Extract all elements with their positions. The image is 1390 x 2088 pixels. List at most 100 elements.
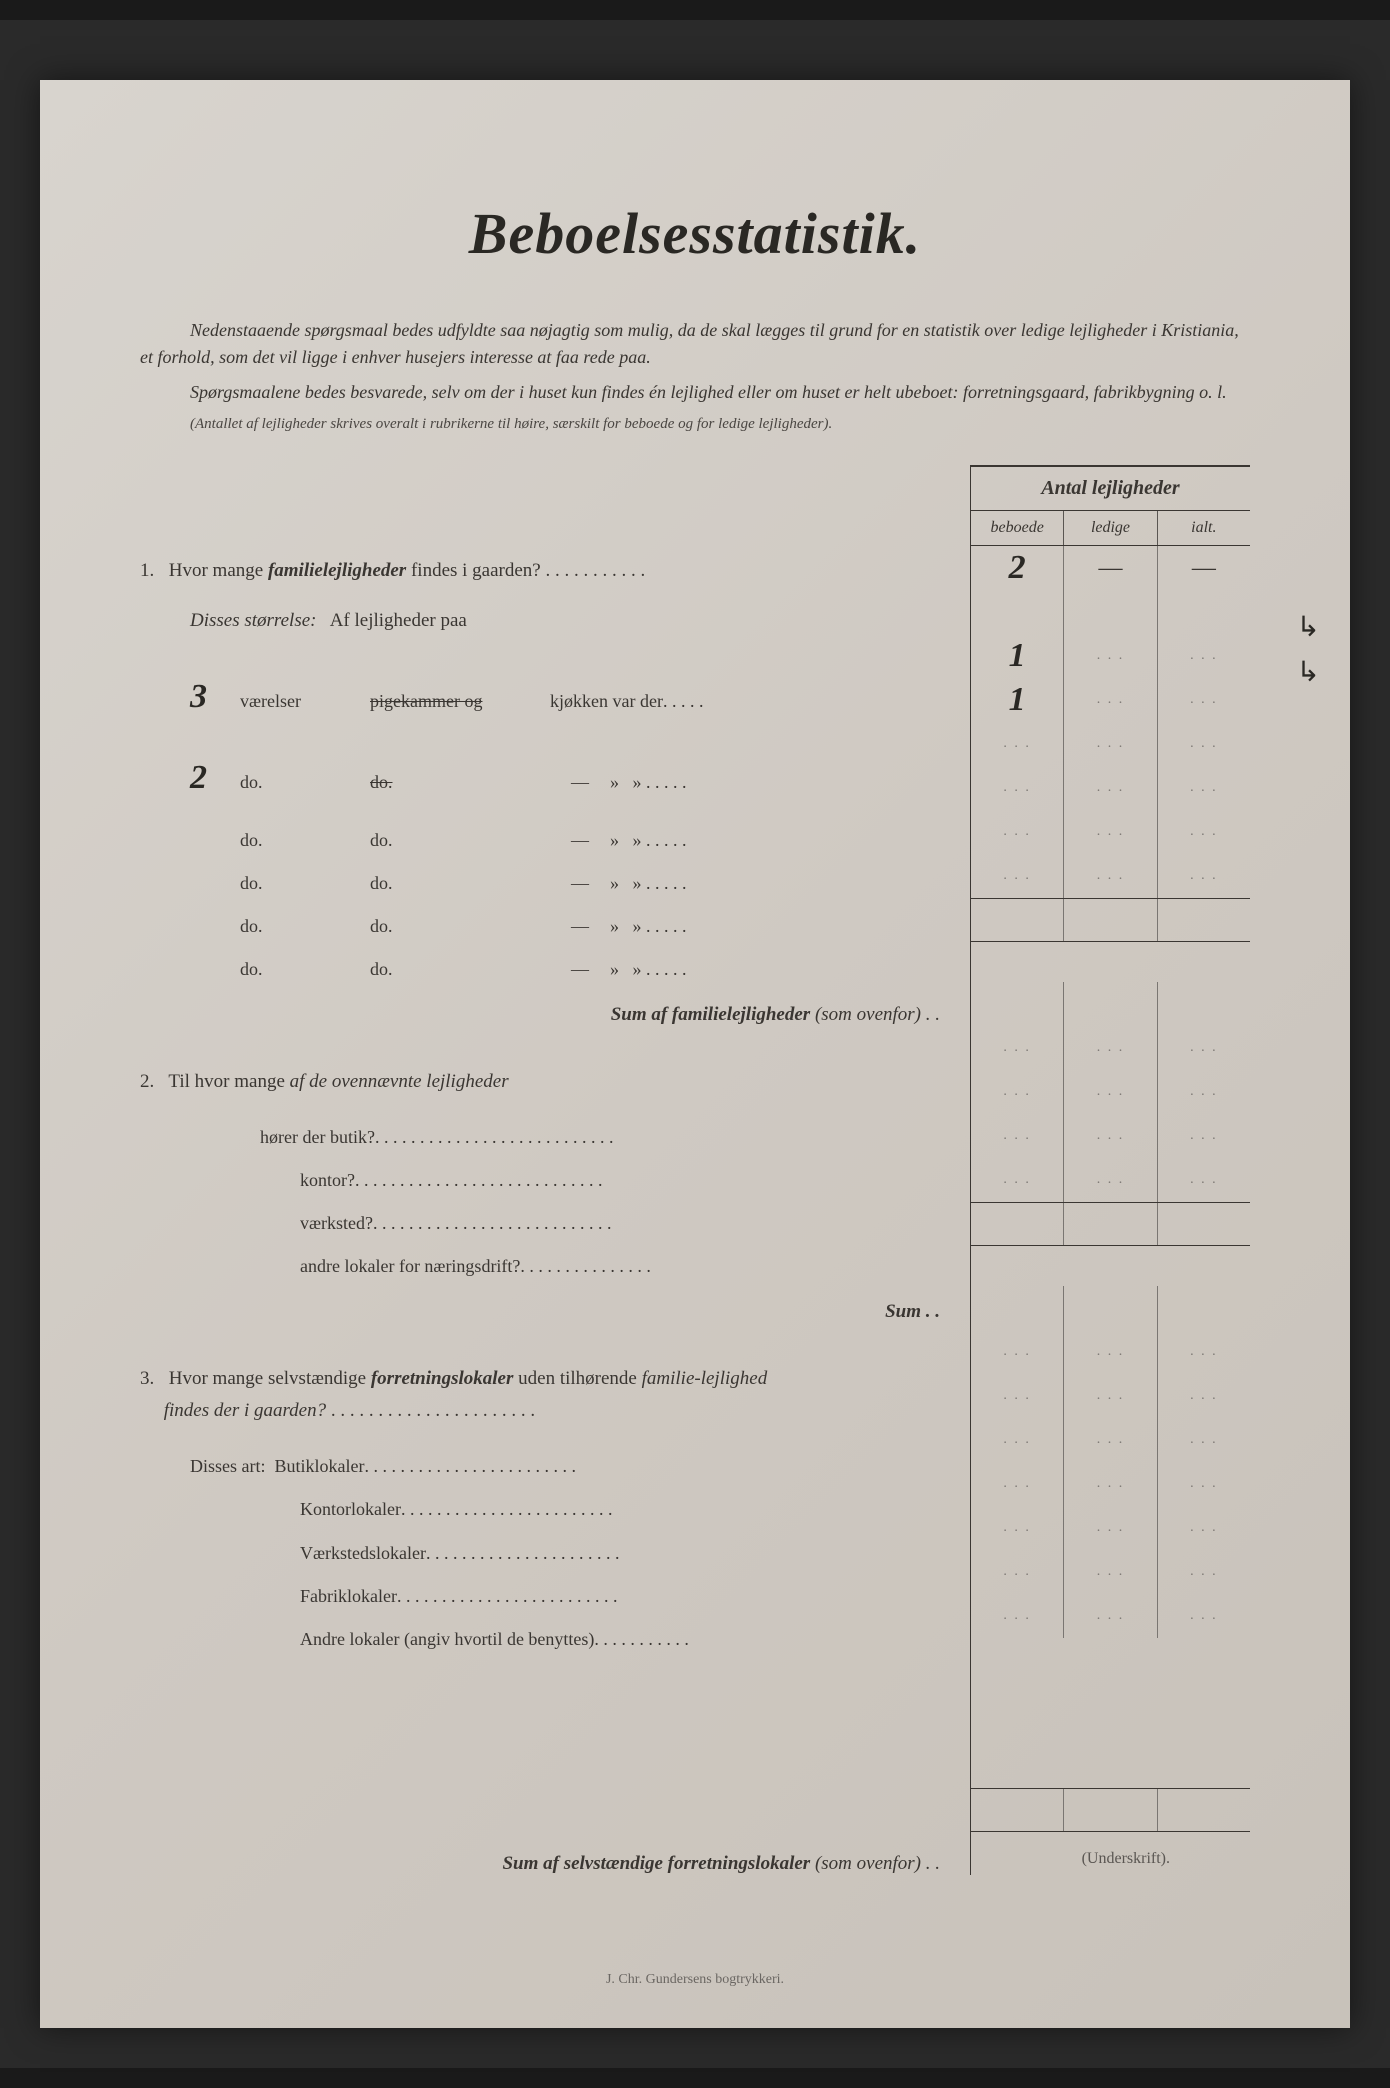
q1-row3-ans: . . .. . .. . . <box>971 766 1250 810</box>
dots-cell: . . . <box>1158 1374 1250 1418</box>
q1-row2-b: do. <box>370 819 550 862</box>
dots-cell: . . . <box>1158 1070 1250 1114</box>
dots-cell: . . . <box>1158 1506 1250 1550</box>
q2-item-1: kontor? <box>300 1159 355 1202</box>
q2-text-b: af de ovennævnte lejligheder <box>290 1071 509 1092</box>
q1-row-4: do. do. — » » . . . . . <box>190 905 950 948</box>
dots-cell: . . . <box>1158 1418 1250 1462</box>
q1-row5-c: — <box>550 948 610 991</box>
dots-cell: . . . <box>1158 678 1250 722</box>
q2-item-0: butik? <box>330 1116 375 1159</box>
dots-cell: . . . <box>971 1158 1064 1202</box>
q1-row4-a: do. <box>240 905 370 948</box>
dots-cell: . . . <box>1158 722 1250 766</box>
q3-item-3: Fabriklokaler <box>300 1575 397 1618</box>
q1-row0-v1: 1 <box>1009 637 1026 675</box>
q1-disses: Disses størrelse: Af lejligheder paa <box>190 605 950 637</box>
dots-cell: . . . <box>1158 854 1250 898</box>
q3-text-c: uden tilhørende <box>513 1368 641 1389</box>
printer-credit: J. Chr. Gundersens bogtrykkeri. <box>606 1972 784 1988</box>
dots-cell: . . . <box>1158 1462 1250 1506</box>
q2-item-3: andre lokaler for næringsdrift? <box>300 1245 520 1288</box>
intro-paragraph-3: (Antallet af lejligheder skrives overalt… <box>140 414 1250 435</box>
dots-cell: . . . <box>1064 634 1157 678</box>
dots-cell: . . . <box>971 810 1064 854</box>
q3-text-e: findes der i gaarden? <box>159 1400 326 1421</box>
q3-disses: Disses art: Butiklokaler . . . . . . . .… <box>190 1445 950 1488</box>
q3-r0: . . .. . .. . . <box>971 1374 1250 1418</box>
q2-item-3-row: andre lokaler for næringsdrift? . . . . … <box>300 1245 950 1288</box>
q1-row-5: do. do. — » » . . . . . <box>190 948 950 991</box>
table-column: Antal lejligheder beboede ledige ialt. 2… <box>970 465 1250 1875</box>
scan-frame: Beboelsesstatistik. Nedenstaaende spørgs… <box>0 20 1390 2068</box>
q2-sum-row <box>971 1202 1250 1246</box>
q1-answer-row: 2 — — <box>971 546 1250 590</box>
q1-row1-ans: 1 . . . . . . <box>971 678 1250 722</box>
question-1: 1. Hvor mange familielejligheder findes … <box>140 555 950 587</box>
dots-cell: . . . <box>1064 1418 1157 1462</box>
q3-r4: . . .. . .. . . <box>971 1550 1250 1594</box>
q1-row1-v1: 1 <box>1009 681 1026 719</box>
q2-text-a: Til hvor mange <box>168 1071 289 1092</box>
dots-cell: . . . <box>971 1506 1064 1550</box>
dots-cell: . . . <box>1064 1070 1157 1114</box>
q1-row1-a: do. <box>240 761 370 804</box>
dots-cell: . . . <box>971 766 1064 810</box>
q1-row0-a: værelser <box>240 680 370 723</box>
content-area: 1. Hvor mange familielejligheder findes … <box>140 465 1250 1875</box>
dots-cell: . . . <box>1064 810 1157 854</box>
q3-spacer <box>971 1286 1250 1330</box>
q1-row-1: 2 do. do. — » » . . . . . <box>190 737 950 819</box>
q1-row3-a: do. <box>240 862 370 905</box>
dots-cell: . . . <box>1064 1158 1157 1202</box>
document-page: Beboelsesstatistik. Nedenstaaende spørgs… <box>40 80 1350 2028</box>
q2-item-1-row: kontor? . . . . . . . . . . . . . . . . … <box>300 1159 950 1202</box>
table-header: Antal lejligheder <box>971 465 1250 511</box>
q1-row2-ans: . . .. . .. . . <box>971 722 1250 766</box>
q2-item-2-row: værksted? . . . . . . . . . . . . . . . … <box>300 1202 950 1245</box>
q2-horer-label: hører der <box>260 1116 325 1159</box>
q1-number: 1. <box>140 555 164 587</box>
q3-number: 3. <box>140 1363 164 1395</box>
dots-cell: . . . <box>1064 1550 1157 1594</box>
q1-row0-c: kjøkken var der <box>550 680 663 723</box>
q1-sum-label: Sum af familielejligheder <box>611 1004 811 1025</box>
dots-cell: . . . <box>1064 722 1157 766</box>
q3-sum-label: Sum af selvstændige forretningslokaler <box>502 1853 810 1874</box>
q1-sum-note: (som ovenfor) . . <box>815 1004 940 1025</box>
q2-r3: . . .. . .. . . <box>971 1158 1250 1202</box>
intro-paragraph-2: Spørgsmaalene bedes besvarede, selv om d… <box>140 379 1250 406</box>
q2-number: 2. <box>140 1066 164 1098</box>
q1-text-a: Hvor mange <box>169 560 268 581</box>
questions-column: 1. Hvor mange familielejligheder findes … <box>140 465 950 1875</box>
dots-cell: . . . <box>1064 854 1157 898</box>
q3-r5: . . .. . .. . . <box>971 1594 1250 1638</box>
dots-cell: . . . <box>1064 678 1157 722</box>
q3-r2: . . .. . .. . . <box>971 1462 1250 1506</box>
dots-cell: . . . <box>1158 634 1250 678</box>
dots-cell: . . . <box>1064 766 1157 810</box>
q2-sum-label: Sum . . <box>885 1301 940 1322</box>
q1-row1-c: — <box>550 761 610 804</box>
dots-cell: . . . <box>1064 1026 1157 1070</box>
q3-r1: . . .. . .. . . <box>971 1418 1250 1462</box>
q1-row5-ans: . . .. . .. . . <box>971 854 1250 898</box>
q1-text-b: familielejligheder <box>268 560 406 581</box>
q1-text-c: findes i gaarden? <box>406 560 541 581</box>
dots-cell: . . . <box>1064 1330 1157 1374</box>
q1-row4-ans: . . .. . .. . . <box>971 810 1250 854</box>
dots-cell: . . . <box>971 1374 1064 1418</box>
intro-paragraph-1: Nedenstaaende spørgsmaal bedes udfyldte … <box>140 317 1250 371</box>
q3-item-2-row: Værkstedslokaler . . . . . . . . . . . .… <box>300 1532 950 1575</box>
q2-sum: Sum . . <box>140 1289 950 1323</box>
q1-ans-ialt: — <box>1192 555 1216 582</box>
dots-cell: . . . <box>1158 766 1250 810</box>
q3-sum-note: (som ovenfor) . . <box>815 1853 940 1874</box>
dots-cell: . . . <box>971 1462 1064 1506</box>
q1-row0-ans: 1 . . . . . . <box>971 634 1250 678</box>
q2-r1: . . .. . .. . . <box>971 1070 1250 1114</box>
dots-cell: . . . <box>1064 1374 1157 1418</box>
q1-row2-c: — <box>550 819 610 862</box>
q2-spacer <box>971 982 1250 1026</box>
q1-row5-a: do. <box>240 948 370 991</box>
